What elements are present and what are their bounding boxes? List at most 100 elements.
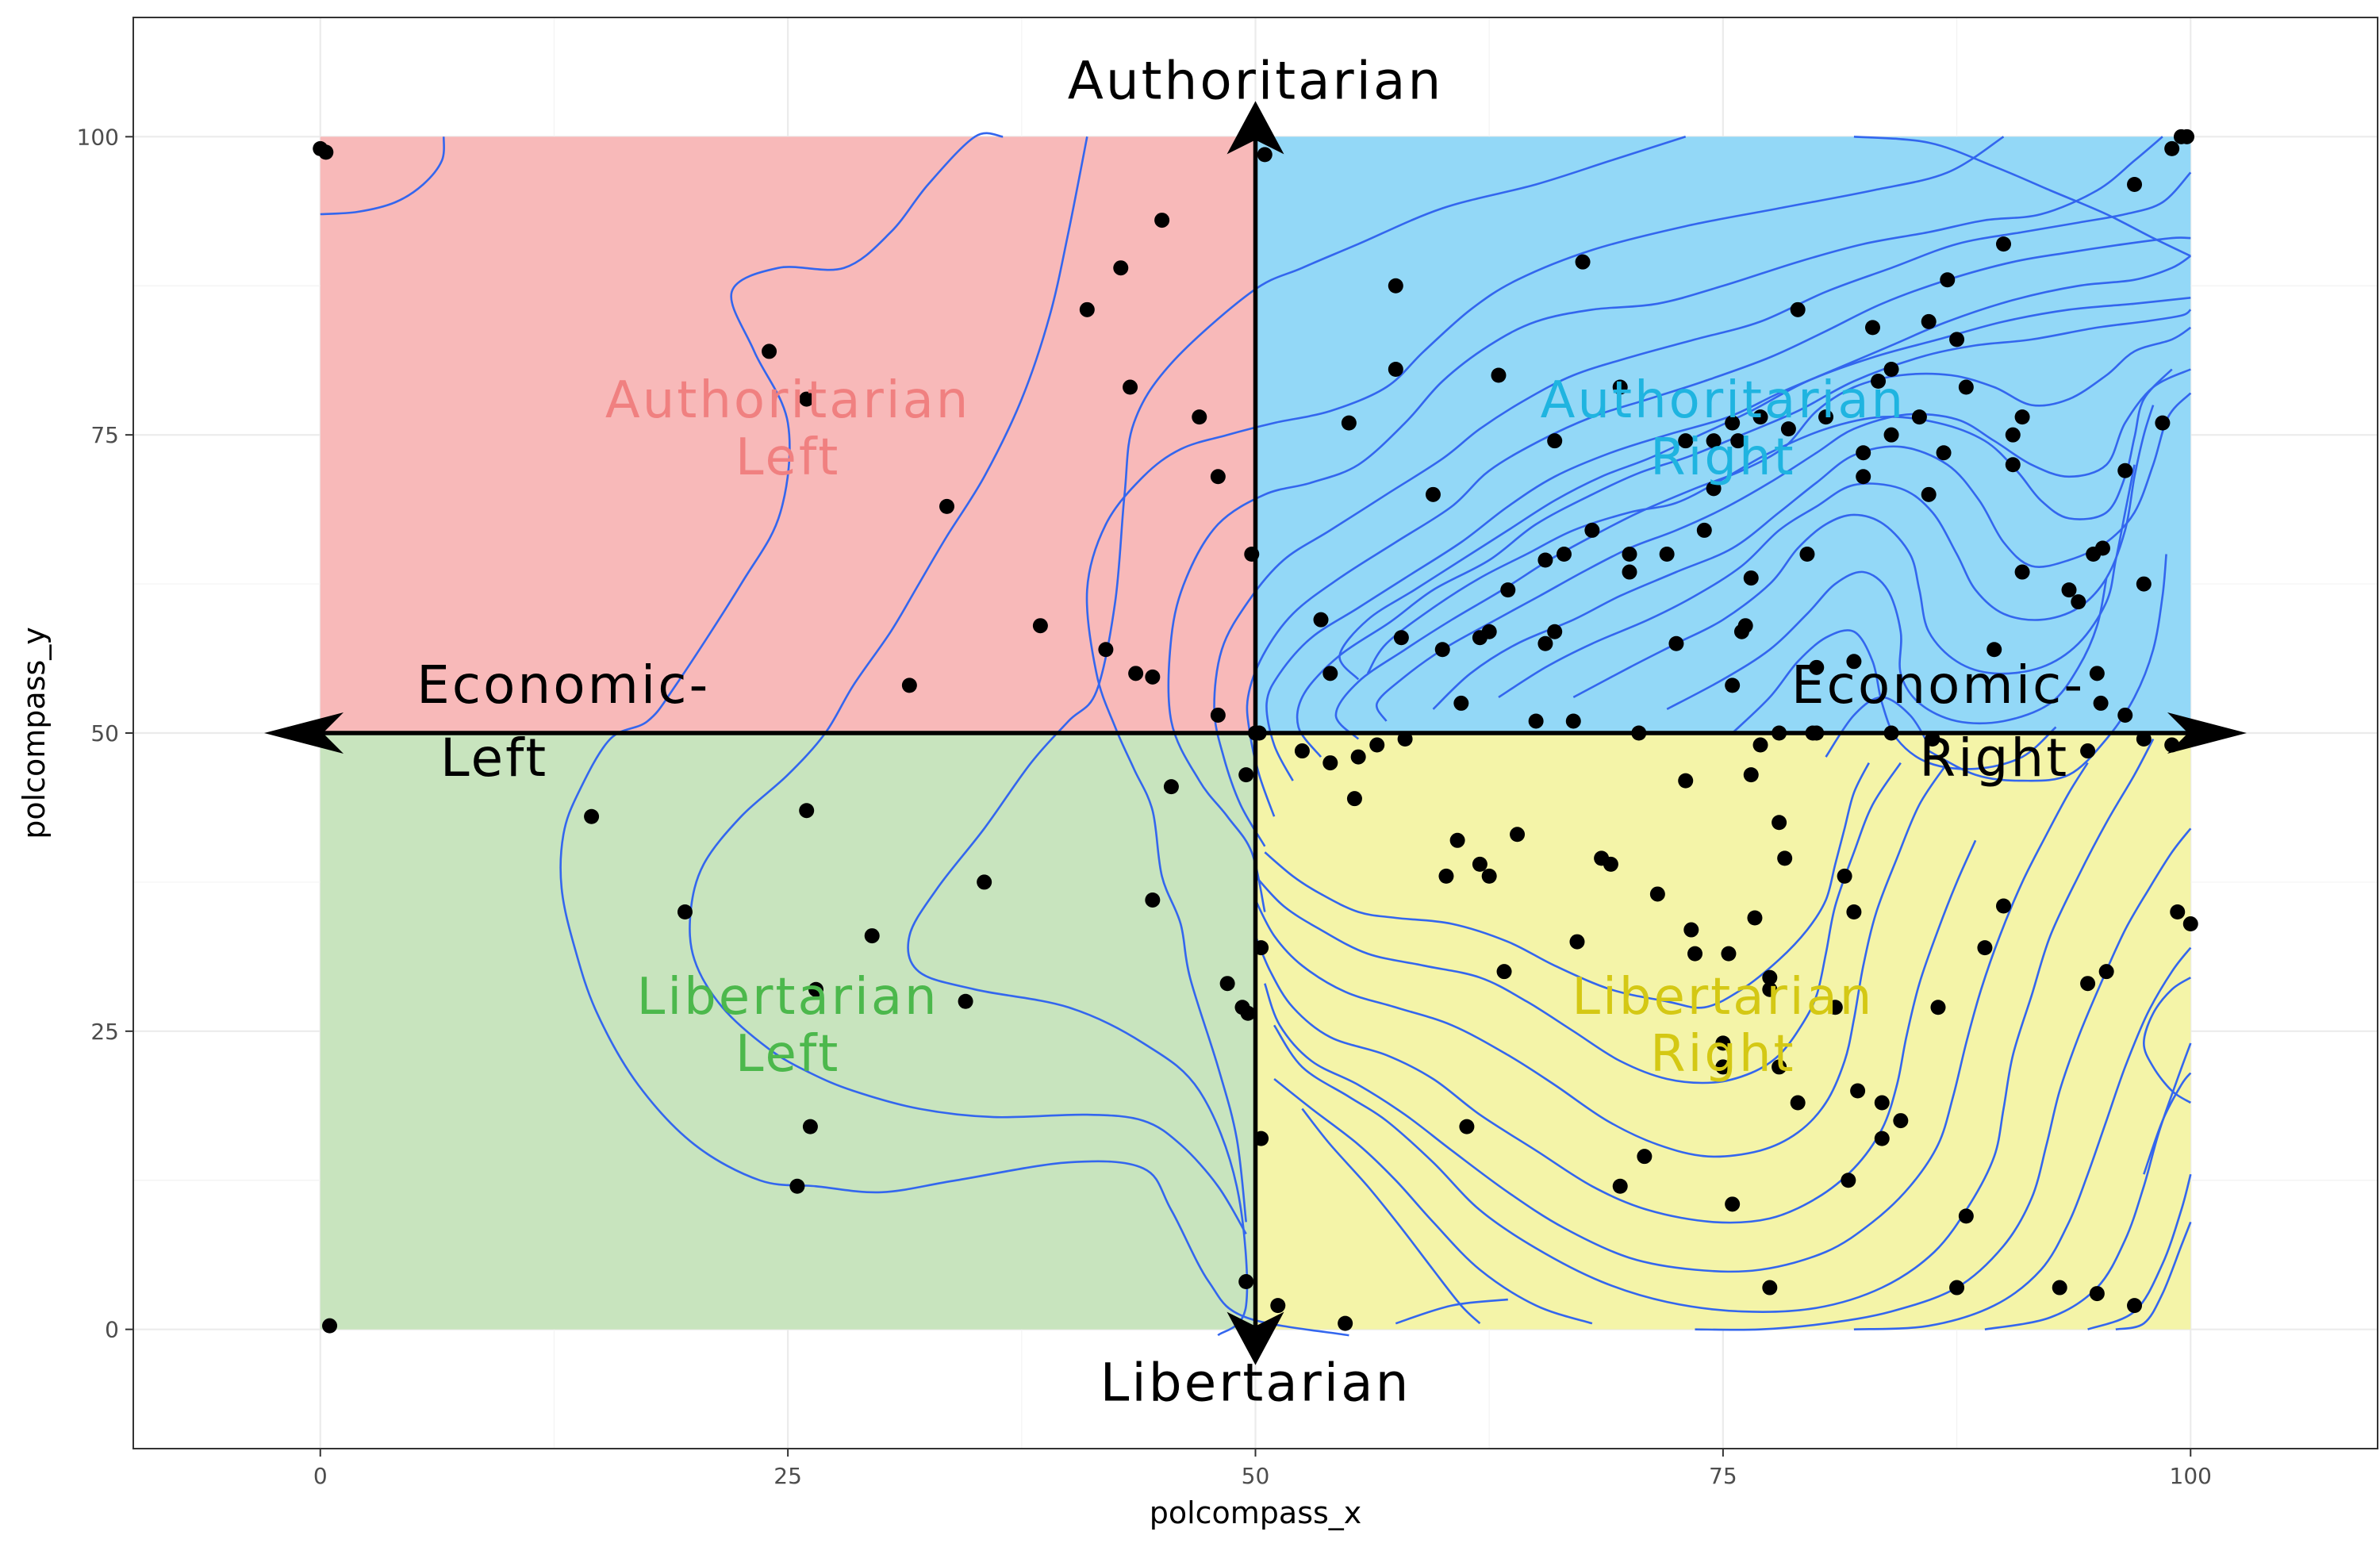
data-point xyxy=(1921,313,1937,329)
data-point xyxy=(1622,547,1637,562)
data-point xyxy=(2089,666,2105,681)
data-point xyxy=(2094,540,2110,556)
data-point xyxy=(1496,964,1512,980)
contour-line xyxy=(1273,1077,1593,1325)
data-point xyxy=(1322,755,1338,771)
quadrant-label-libertarian-left-line1: Libertarian xyxy=(637,968,939,1027)
contour-line xyxy=(1273,738,2155,1313)
data-point xyxy=(1874,1095,1890,1111)
data-point xyxy=(1154,213,1170,228)
data-point xyxy=(939,498,955,514)
data-point xyxy=(1294,743,1310,759)
data-point xyxy=(1721,946,1737,962)
x-tick-label: 50 xyxy=(1242,1463,1270,1489)
data-point xyxy=(1575,254,1591,270)
data-point xyxy=(1772,815,1787,831)
data-point xyxy=(2117,707,2133,723)
data-point xyxy=(1841,1173,1856,1188)
data-point xyxy=(1659,547,1675,562)
data-point xyxy=(901,678,917,693)
data-point xyxy=(322,1318,338,1334)
data-point xyxy=(1846,904,1862,919)
y-tick-label: 25 xyxy=(90,1019,119,1045)
data-point xyxy=(977,874,992,890)
data-point xyxy=(2005,427,2021,443)
data-point xyxy=(1725,1196,1741,1212)
data-point xyxy=(1864,320,1880,336)
data-point xyxy=(1837,868,1852,884)
data-point xyxy=(1730,433,1746,449)
data-point xyxy=(1128,666,1144,681)
data-point xyxy=(2098,964,2114,980)
data-point xyxy=(2182,916,2198,932)
data-point xyxy=(1940,272,1956,288)
data-point xyxy=(1537,552,1553,568)
quadrant-backgrounds xyxy=(320,136,2191,1330)
arrow-right-icon xyxy=(2167,712,2247,754)
data-point xyxy=(2080,976,2096,992)
data-point xyxy=(1762,981,1778,997)
contour-line xyxy=(689,136,1247,1235)
data-point xyxy=(1752,409,1768,425)
data-point xyxy=(1257,147,1273,163)
contour-line xyxy=(1296,309,2192,758)
data-point xyxy=(1537,635,1553,651)
quadrant-label-authoritarian-left-line1: Authoritarian xyxy=(605,371,970,430)
data-point xyxy=(1706,481,1722,497)
contour-line xyxy=(1213,171,2192,847)
data-point xyxy=(1393,630,1409,646)
data-point xyxy=(1032,618,1048,634)
data-point xyxy=(1565,713,1581,729)
data-point xyxy=(1687,946,1703,962)
contour-line xyxy=(1301,1107,1481,1325)
data-point xyxy=(2061,582,2077,598)
contour-line xyxy=(1853,946,2192,1330)
data-point xyxy=(1649,886,1665,902)
contour-line xyxy=(1264,762,2089,1273)
compass-arrows xyxy=(264,101,2247,1365)
data-point xyxy=(1219,976,1235,992)
data-point xyxy=(1388,361,1403,377)
data-point xyxy=(958,993,973,1009)
data-point xyxy=(2117,463,2133,478)
data-point xyxy=(1743,570,1759,586)
data-point xyxy=(2014,564,2030,580)
data-point xyxy=(1569,934,1585,950)
data-point xyxy=(1925,731,1940,747)
contour-line xyxy=(1498,405,2155,698)
economic-right-label-line2: Right xyxy=(1919,727,2069,789)
data-point xyxy=(1936,445,1952,461)
data-point xyxy=(1678,773,1694,789)
data-point xyxy=(2089,1286,2105,1302)
economic-left-label-line1: Economic- xyxy=(416,654,710,716)
y-tick-label: 100 xyxy=(77,124,119,150)
data-point xyxy=(1958,379,1974,395)
data-point xyxy=(1210,469,1226,485)
data-point xyxy=(1883,427,1899,443)
data-point xyxy=(1472,856,1488,872)
quadrant-libertarian-left xyxy=(320,733,1256,1330)
data-point xyxy=(1949,1280,1965,1296)
data-point xyxy=(1434,642,1450,658)
contour-line xyxy=(1395,1298,1508,1325)
contour-line xyxy=(1572,464,2136,699)
data-point xyxy=(1683,922,1699,938)
axis-ticks: 0 25 50 75 100 0 25 50 75 100 xyxy=(77,124,2212,1489)
data-point xyxy=(1743,767,1759,783)
data-point xyxy=(1341,415,1357,431)
density-contours xyxy=(320,132,2192,1337)
contour-line xyxy=(907,136,1687,1337)
libertarian-label: Libertarian xyxy=(1100,1353,1411,1414)
data-point xyxy=(1425,486,1441,502)
data-point xyxy=(864,928,880,944)
x-tick-label: 75 xyxy=(1709,1463,1737,1489)
data-point xyxy=(1338,1315,1353,1331)
data-point xyxy=(1747,910,1763,926)
data-point xyxy=(1996,898,2011,914)
data-point xyxy=(2136,576,2152,592)
quadrant-libertarian-right xyxy=(1255,733,2191,1330)
contour-line xyxy=(1731,629,2057,770)
data-point xyxy=(1996,236,2011,252)
data-point xyxy=(1270,1298,1286,1314)
data-point xyxy=(1871,374,1887,390)
